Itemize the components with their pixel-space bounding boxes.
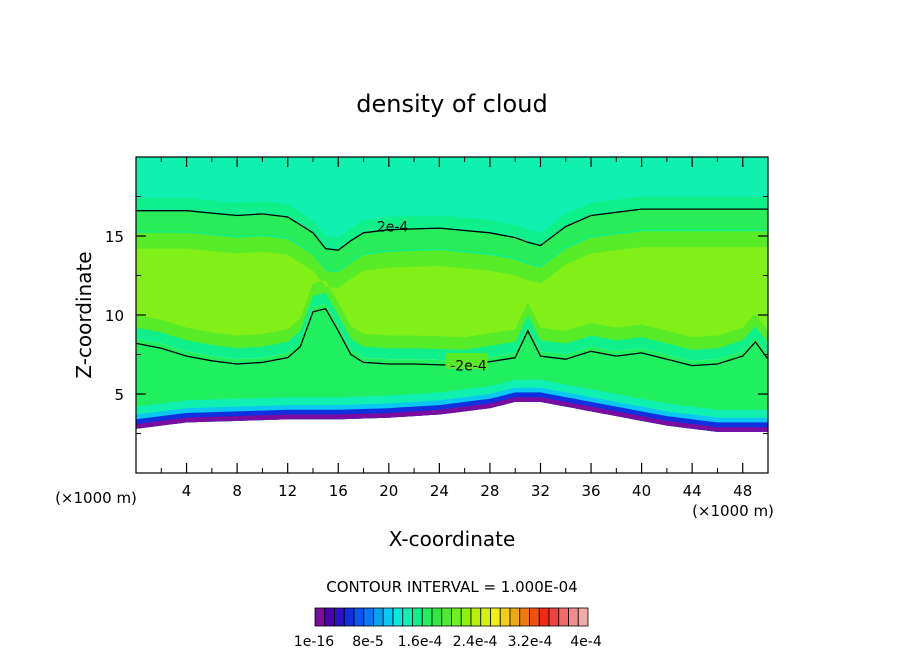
x-tick-label: 12 [278,482,297,500]
x-tick-label: 4 [182,482,192,500]
z-unit-label: (×1000 m) [55,489,137,507]
colorbar-swatch [421,607,433,627]
x-axis-ticks: 4 8 12 16 20 24 28 32 36 40 44 48 [160,157,752,500]
colorbar-swatch [343,607,355,627]
band-core-lime [136,247,768,338]
x-tick-label: 32 [531,482,550,500]
x-tick-label: 8 [232,482,242,500]
band-top-green [136,209,768,271]
colorbar-swatch [324,607,335,627]
colorbar-label: 2.4e-4 [453,634,498,650]
colorbar-swatch [431,607,443,627]
colorbar-swatch [363,607,374,627]
colorbar-label: 1.6e-4 [398,634,443,650]
band-base-purple [136,397,768,432]
plot-area [136,157,768,432]
x-tick-label: 28 [480,482,499,500]
colorbar-swatch [402,607,413,627]
x-tick-label: 36 [581,482,600,500]
band-top-aqua [136,157,768,238]
x-tick-label: 40 [632,482,651,500]
colorbar-swatch [382,607,394,627]
colorbar-label: 8e-5 [352,634,383,650]
y-axis-label: Z-coordinate [72,251,96,378]
contour-interval-text: CONTOUR INTERVAL = 1.000E-04 [326,578,577,596]
y-tick-label: 10 [105,307,124,325]
x-unit-label: (×1000 m) [692,502,774,520]
y-tick-label: 5 [114,386,124,404]
colorbar-swatch [490,607,501,627]
y-tick-label: 15 [105,228,124,246]
colorbar-swatch [353,607,365,627]
colorbar-swatch [509,607,521,627]
colorbar-swatch [373,607,384,627]
x-axis-label: X-coordinate [389,527,516,551]
contour-line-base [136,307,768,367]
x-tick-label: 44 [683,482,702,500]
colorbar-swatch [529,607,540,627]
y-axis-ticks: 5 10 15 [105,196,768,434]
chart-title: density of cloud [356,90,547,118]
colorbar-swatch [470,607,482,627]
colorbar-swatch [577,607,589,627]
colorbar-swatch [441,607,452,627]
colorbar-swatch [451,607,462,627]
colorbar-swatch [558,607,569,627]
x-tick-label: 48 [733,482,752,500]
colorbar-label: 3.2e-4 [508,634,553,650]
contour-lines: 2e-4 -2e-4 [136,208,768,374]
colorbar-swatch [538,607,550,627]
colorbar-swatch [314,607,326,627]
colorbar-swatch [499,607,511,627]
colorbar-swatch [548,607,560,627]
x-tick-label: 16 [329,482,348,500]
x-tick-label: 20 [379,482,398,500]
colorbar-swatch [334,607,345,627]
contour-label-top: 2e-4 [377,219,409,235]
colorbar-swatch [412,607,423,627]
colorbar-swatch [480,607,491,627]
x-tick-label: 24 [430,482,449,500]
contour-label-base: -2e-4 [450,358,487,374]
colorbar-labels: 1e-16 8e-5 1.6e-4 2.4e-4 3.2e-4 4e-4 [294,634,602,650]
colorbar-label: 4e-4 [570,634,602,650]
colorbar [314,607,589,627]
contour-line-top [136,208,768,251]
colorbar-label: 1e-16 [294,634,334,650]
contour-label-bg [445,352,488,369]
colorbar-swatch [568,607,579,627]
colorbar-swatch [460,607,472,627]
colorbar-swatch [519,607,530,627]
colorbar-swatch [392,607,404,627]
